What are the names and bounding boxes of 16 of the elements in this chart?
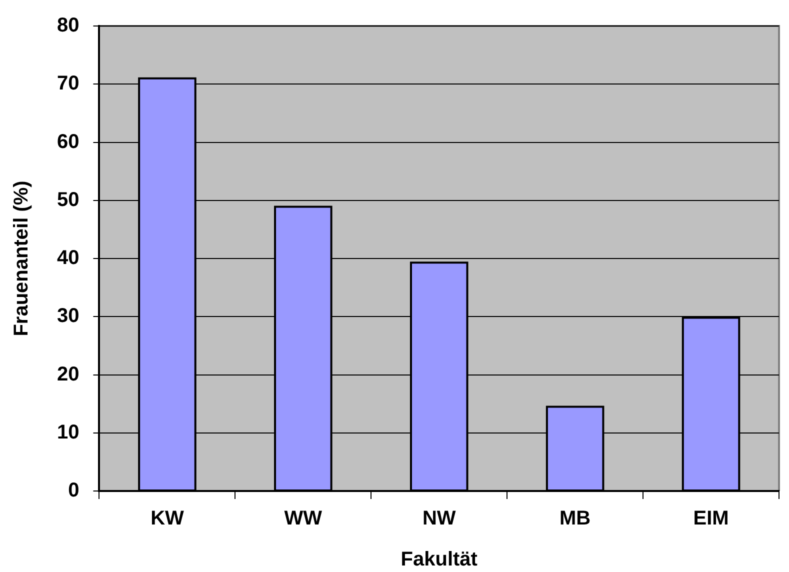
y-axis-title: Frauenanteil (%) xyxy=(10,180,33,336)
y-tick-label: 30 xyxy=(56,305,80,328)
x-tick-label: MB xyxy=(560,508,591,530)
y-tick-label: 50 xyxy=(56,188,80,211)
x-tick-label: KW xyxy=(150,508,184,530)
x-tick-label: WW xyxy=(284,508,322,530)
y-tick-label: 80 xyxy=(56,14,80,37)
x-tick-label: EIM xyxy=(693,508,729,530)
y-tick-label: 60 xyxy=(56,130,80,153)
y-tick-label: 20 xyxy=(56,363,80,386)
y-tick-label: 0 xyxy=(68,480,80,502)
y-tick-label: 40 xyxy=(56,247,80,270)
y-tick-label: 70 xyxy=(56,72,80,95)
x-tick-label: NW xyxy=(422,508,456,530)
y-tick-label: 10 xyxy=(56,421,80,444)
x-axis-title: Fakultät xyxy=(400,548,478,571)
